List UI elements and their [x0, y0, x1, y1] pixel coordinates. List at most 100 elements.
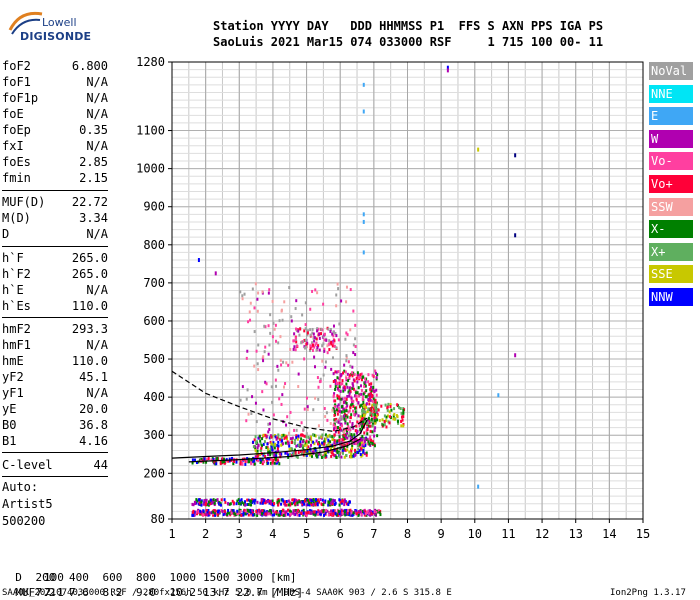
echo-point [262, 408, 265, 412]
echo-point [263, 350, 266, 354]
echo-point [324, 360, 327, 364]
echo-point [342, 438, 345, 442]
echo-point [279, 335, 282, 339]
echo-point [276, 500, 279, 504]
echo-point [234, 513, 237, 517]
param-row: hmF2 293.3 [2, 322, 108, 338]
echo-point [204, 503, 207, 507]
echo-point [369, 398, 372, 402]
echo-point [333, 422, 336, 426]
echo-point [334, 399, 337, 403]
ionogram-chart: 1 2 3 4 5 6 7 8 9 10 11 12 13 14 158020030040050060070… [136, 55, 650, 541]
echo-point [342, 389, 345, 393]
echo-point [266, 457, 269, 461]
echo-point [305, 453, 308, 457]
echo-point [258, 453, 261, 457]
echo-point [283, 300, 286, 304]
echo-point [280, 512, 283, 516]
echo-point [357, 444, 360, 448]
echo-point [331, 344, 334, 348]
echo-point [337, 370, 340, 374]
echo-point [254, 282, 257, 286]
echo-point [203, 457, 206, 461]
echo-point [262, 433, 265, 437]
echo-point [359, 376, 362, 380]
echo-point [328, 498, 331, 502]
echo-point [268, 511, 271, 515]
echo-point [371, 373, 374, 377]
param-value: 110.0 [71, 354, 108, 368]
echo-point [289, 503, 292, 507]
echo-point [346, 372, 349, 376]
echo-point [226, 502, 229, 506]
echo-point [246, 508, 249, 512]
echo-point [340, 438, 343, 442]
echo-point [345, 354, 348, 358]
echo-point [251, 287, 254, 291]
echo-point [314, 434, 317, 438]
echo-point [261, 290, 264, 294]
echo-point [270, 385, 273, 389]
echo-point [290, 441, 293, 445]
echo-point [344, 448, 347, 452]
muf-value: [MHz] [270, 586, 304, 599]
echo-point [207, 503, 210, 507]
echo-point [215, 511, 218, 515]
echo-point [246, 349, 249, 353]
echo-point [349, 288, 352, 292]
echo-point [352, 384, 355, 388]
param-value: 6.800 [71, 59, 108, 73]
param-value: N/A [86, 338, 108, 352]
echo-point [372, 374, 375, 378]
echo-point [267, 422, 270, 426]
muf-value: 9.0 [136, 586, 156, 599]
y-tick-label: 800 [143, 238, 165, 252]
echo-point [320, 502, 323, 506]
echo-point [385, 425, 388, 429]
echo-point [334, 418, 337, 422]
echo-point [280, 308, 283, 312]
echo-point [343, 498, 346, 502]
echo-point [309, 333, 312, 337]
echo-point [239, 460, 242, 464]
echo-point [223, 461, 226, 465]
echo-point [368, 419, 371, 423]
echo-point [205, 460, 208, 464]
echo-point [374, 369, 377, 373]
echo-point [358, 509, 361, 513]
echo-point [366, 409, 369, 413]
echo-point [341, 451, 344, 455]
echo-point [265, 446, 268, 450]
echo-point [353, 433, 356, 437]
echo-point [316, 376, 319, 380]
echo-point [303, 449, 306, 453]
echo-point [362, 444, 365, 448]
echo-point [290, 502, 293, 506]
echo-point [209, 498, 212, 502]
param-label: fmin [2, 171, 31, 185]
echo-point [194, 510, 197, 514]
echo-point [293, 441, 296, 445]
echo-point [333, 413, 336, 417]
echo-point [360, 421, 363, 425]
echo-point [269, 331, 272, 335]
echo-point [318, 444, 321, 448]
echo-point [343, 363, 346, 367]
echo-point [241, 501, 244, 505]
echo-point [278, 462, 281, 466]
echo-point [375, 510, 378, 514]
echo-point [341, 511, 344, 515]
echo-point [293, 513, 296, 517]
echo-point [252, 460, 255, 464]
echo-point [273, 452, 276, 456]
echo-point [338, 396, 341, 400]
echo-point [311, 343, 314, 347]
echo-point [370, 438, 373, 442]
echo-point [317, 424, 320, 428]
echo-point [306, 333, 309, 337]
echo-point [372, 403, 375, 407]
echo-point [306, 329, 309, 333]
echo-point [295, 299, 298, 303]
echo-point [354, 410, 357, 414]
echo-point [327, 501, 330, 505]
